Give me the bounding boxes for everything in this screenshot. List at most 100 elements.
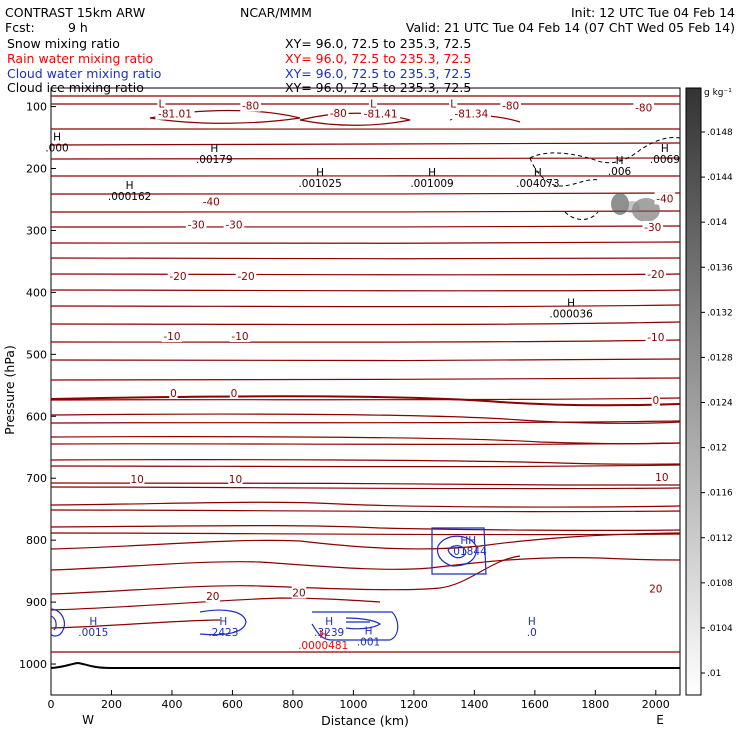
colorbar-tick-label: .0124 — [707, 399, 733, 409]
contour-label: 20 — [649, 584, 662, 596]
contour-label-bg — [645, 331, 667, 344]
x-axis: 0 200 400 600 800 1000 1200 1400 1600 1800 2000 — [48, 690, 670, 711]
contour-label-bg — [200, 195, 222, 208]
isotherm — [50, 501, 681, 508]
contour-label: -80 — [502, 101, 519, 113]
isotherm — [50, 482, 680, 486]
plot-area: -81.01-80-80 -81.41 -81.34-80 -80L L L-40 -40-… — [45, 87, 681, 696]
contour-label: -10 — [231, 331, 248, 343]
x-tick-label: 1600 — [521, 698, 549, 711]
contour-label-bg — [449, 97, 458, 110]
cloud-water-contour — [436, 535, 477, 567]
isotherm — [50, 304, 681, 308]
contour-label-bg — [451, 107, 491, 120]
x-tick-label: 800 — [282, 698, 303, 711]
y-tick-label: 600 — [26, 410, 47, 423]
contour-label-bg — [368, 97, 378, 110]
y-tick-label: 100 — [26, 101, 47, 114]
model-title: CONTRAST 15km ARW — [5, 5, 145, 20]
maximum-value: .0000481 — [298, 640, 348, 652]
colorbar-tick-label: .0128 — [707, 353, 733, 363]
surface-line — [50, 661, 680, 669]
east-label: E — [656, 713, 664, 727]
isotherm-zero — [50, 395, 681, 407]
colorbar-tick-label: .0108 — [707, 579, 733, 589]
x-tick-label: 600 — [222, 698, 243, 711]
maximum-marker: H — [528, 616, 536, 628]
contour-label: -20 — [169, 271, 186, 283]
cloud-water-contour — [311, 611, 399, 641]
contour-label: L — [158, 99, 164, 111]
contour-label: -20 — [647, 269, 664, 281]
maximum-value: .00179 — [196, 154, 233, 166]
contour-label-bg — [205, 590, 220, 603]
cloud-water-contour — [50, 608, 65, 637]
isotherm — [50, 557, 681, 571]
contour-label-bg — [169, 386, 178, 399]
maximum-marker: H — [219, 616, 227, 628]
isotherm — [50, 210, 681, 213]
isotherm — [50, 175, 681, 177]
contour-label: -40 — [656, 193, 673, 205]
x-tick-label: 200 — [101, 698, 122, 711]
isotherm — [50, 157, 681, 160]
contour-label-bg — [229, 329, 251, 342]
cloud-water-contour — [50, 615, 57, 631]
y-tick-label: 800 — [26, 534, 47, 547]
maximum-marker: H — [126, 180, 134, 192]
cloud-water-contour — [447, 545, 467, 559]
colorbar-tick-label: .012 — [707, 444, 727, 454]
isotherm — [50, 486, 681, 490]
colorbar-scale — [685, 87, 702, 696]
maximum-value: .2423 — [208, 627, 238, 639]
isotherm — [50, 94, 681, 97]
contour-label: -10 — [163, 331, 180, 343]
isotherm — [50, 142, 681, 146]
contour-label: -30 — [644, 222, 661, 234]
maximum-value: .3239 — [314, 627, 344, 639]
x-tick-label: 400 — [161, 698, 182, 711]
y-axis: 100 200 300 400 500 600 700 800 900 1000 — [19, 101, 56, 671]
cloud-ice-blob — [611, 193, 629, 215]
legend-name: Cloud water mixing ratio — [7, 66, 161, 81]
colorbar-tick-label: .0112 — [707, 534, 733, 544]
contour-label-bg — [327, 107, 349, 120]
isotherm — [50, 509, 681, 513]
contour-label: -80 — [242, 101, 259, 113]
isotherm — [50, 420, 681, 424]
maximum-marker: H — [661, 143, 669, 155]
maximum-marker: H — [53, 132, 61, 144]
isotherm — [50, 128, 681, 130]
contour-label: -20 — [237, 271, 254, 283]
contour-label-bg — [648, 582, 664, 595]
contour-label: -81.41 — [364, 109, 398, 121]
contour-label: 10 — [130, 474, 143, 486]
cloud-ice-shading — [611, 193, 660, 222]
maximum-marker: H — [365, 625, 373, 637]
maximum-value: .000162 — [108, 191, 151, 203]
maximum-value: .001 — [357, 636, 380, 648]
maximum-value: .0 — [527, 627, 537, 639]
cloud-ice-contour — [564, 211, 599, 220]
y-tick-label: 500 — [26, 348, 47, 361]
maximum-value: .000 — [45, 143, 68, 155]
cloud-water-contour — [345, 617, 382, 630]
isotherm — [50, 459, 681, 465]
contour-label-bg — [633, 101, 655, 114]
isotherm — [50, 289, 681, 292]
x-tick-label: 1400 — [460, 698, 488, 711]
colorbar-ticks: .0148 .0144 .014 .0136 .0132 .0128 .0124 .012 .0… — [701, 128, 733, 679]
fcst-value: 9 h — [68, 20, 88, 35]
x-tick-label: 1800 — [581, 698, 609, 711]
maximum-value: .004073 — [516, 178, 559, 190]
legend-xy: XY= 96.0, 72.5 to 235.3, 72.5 — [285, 66, 471, 81]
contour-label-bg — [291, 586, 307, 599]
contour-label: -10 — [647, 332, 664, 344]
fcst-label: Fcst: — [5, 20, 35, 35]
x-axis-title: Distance (km) — [321, 713, 409, 728]
isotherm — [50, 257, 681, 260]
legend-name: Snow mixing ratio — [7, 36, 120, 51]
contour-label: L — [370, 99, 376, 111]
y-tick-label: 700 — [26, 472, 47, 485]
x-tick-label: 1000 — [339, 698, 367, 711]
